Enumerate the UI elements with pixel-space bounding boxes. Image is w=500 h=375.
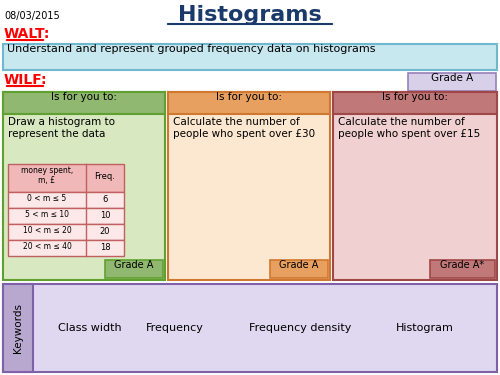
Text: Is for you to:: Is for you to: xyxy=(51,92,117,102)
Bar xyxy=(333,92,497,114)
Text: Grade A: Grade A xyxy=(431,73,473,83)
Bar xyxy=(8,224,124,240)
Bar xyxy=(333,92,497,280)
Text: 0 < m ≤ 5: 0 < m ≤ 5 xyxy=(28,194,66,203)
Bar xyxy=(8,164,124,192)
Text: 10 < m ≤ 20: 10 < m ≤ 20 xyxy=(22,226,72,235)
Text: 20: 20 xyxy=(100,227,110,236)
Text: 08/03/2015: 08/03/2015 xyxy=(4,11,60,21)
Bar xyxy=(430,260,495,278)
Text: Calculate the number of
people who spent over £30: Calculate the number of people who spent… xyxy=(173,117,315,139)
Text: Understand and represent grouped frequency data on histograms: Understand and represent grouped frequen… xyxy=(7,44,376,54)
Text: WILF:: WILF: xyxy=(4,73,48,87)
Text: Frequency: Frequency xyxy=(146,323,204,333)
Text: Calculate the number of
people who spent over £15: Calculate the number of people who spent… xyxy=(338,117,480,139)
Bar xyxy=(3,92,165,114)
Text: Grade A*: Grade A* xyxy=(440,260,484,270)
Text: Class width: Class width xyxy=(58,323,122,333)
Text: Histogram: Histogram xyxy=(396,323,454,333)
Bar xyxy=(168,92,330,280)
Bar xyxy=(8,240,124,256)
Text: 10: 10 xyxy=(100,211,110,220)
Bar xyxy=(3,284,33,372)
Text: WALT:: WALT: xyxy=(4,27,50,41)
Text: money spent,
m, £: money spent, m, £ xyxy=(21,166,73,185)
Bar xyxy=(3,92,165,280)
Bar xyxy=(8,208,124,224)
Bar xyxy=(408,73,496,91)
Text: Frequency density: Frequency density xyxy=(249,323,351,333)
Text: 5 < m ≤ 10: 5 < m ≤ 10 xyxy=(25,210,69,219)
Text: Is for you to:: Is for you to: xyxy=(382,92,448,102)
Text: Histograms: Histograms xyxy=(178,5,322,25)
Bar xyxy=(8,192,124,208)
Bar xyxy=(105,260,163,278)
Text: Freq.: Freq. xyxy=(94,172,116,181)
Text: 18: 18 xyxy=(100,243,110,252)
Bar xyxy=(3,284,497,372)
Text: Draw a histogram to
represent the data: Draw a histogram to represent the data xyxy=(8,117,115,139)
Text: Is for you to:: Is for you to: xyxy=(216,92,282,102)
Bar xyxy=(168,92,330,114)
Text: Grade A: Grade A xyxy=(280,260,318,270)
Text: Grade A: Grade A xyxy=(114,260,154,270)
Text: 6: 6 xyxy=(102,195,108,204)
Bar xyxy=(270,260,328,278)
Bar xyxy=(3,44,497,70)
Text: Keywords: Keywords xyxy=(13,303,23,353)
Text: 20 < m ≤ 40: 20 < m ≤ 40 xyxy=(22,242,72,251)
